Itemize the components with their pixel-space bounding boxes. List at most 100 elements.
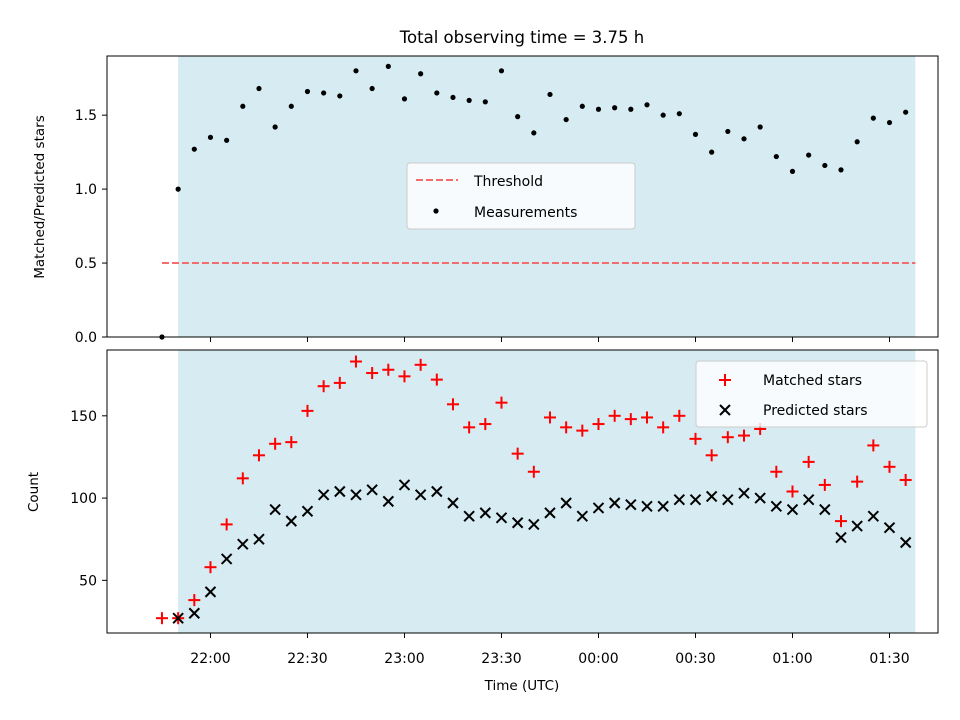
predicted-star-stroke-b (334, 485, 346, 498)
matched-star-point (737, 429, 750, 442)
matched-star-point (608, 409, 621, 422)
predicted-star-stroke-b (657, 500, 669, 513)
x-tick-label: 23:30 (481, 651, 521, 667)
predicted-star-point (188, 607, 201, 619)
predicted-star-point (592, 502, 605, 514)
predicted-star-point (447, 497, 459, 509)
predicted-star-point (317, 489, 330, 501)
predicted-star-stroke-b (592, 502, 605, 514)
measurement-point (224, 137, 230, 143)
predicted-star-stroke-b (382, 495, 395, 508)
predicted-star-stroke-b (204, 586, 217, 598)
measurement-point (741, 136, 747, 142)
predicted-star-stroke-b (172, 612, 184, 624)
predicted-star-stroke-b (398, 479, 411, 491)
measurement-point (515, 114, 521, 120)
predicted-star-point (479, 507, 492, 519)
predicted-star-point (334, 485, 346, 498)
measurement-point (207, 134, 214, 140)
count-ticks: 22:00 22:30 23:00 23:30 00:00 00:30 01:00 01:30… (70, 409, 909, 667)
matched-legend-label: Matched stars (763, 373, 862, 389)
count-plot-content (155, 350, 916, 633)
measurement-point (272, 124, 278, 130)
ratio-legend: Threshold Measurements (406, 162, 636, 230)
measurement-point (838, 167, 844, 173)
predicted-star-point (673, 494, 686, 506)
measurement-point (353, 68, 359, 74)
predicted-star-point (528, 518, 540, 531)
measurement-point (531, 130, 537, 136)
predicted-star-point (608, 497, 621, 509)
matched-star-point (382, 363, 395, 376)
predicted-star-stroke-b (301, 505, 314, 517)
measurement-point (806, 152, 812, 158)
matched-star-point (495, 396, 508, 409)
x-tick-label: 01:30 (869, 651, 909, 667)
matched-star-point (624, 413, 637, 426)
measurement-point (418, 71, 424, 77)
matched-star-point (252, 449, 265, 462)
count-axes-frame (106, 349, 939, 634)
predicted-star-point (511, 517, 524, 529)
measurement-point (434, 90, 440, 96)
matched-star-point (786, 485, 799, 498)
matched-star-point (479, 418, 492, 431)
matched-star-point (592, 418, 605, 431)
predicted-star-point (576, 510, 589, 522)
count-legend: Matched stars Predicted stars (695, 360, 928, 428)
predicted-star-stroke-b (722, 494, 734, 506)
predicted-star-point (835, 531, 847, 544)
predicted-star-stroke-b (819, 503, 831, 516)
predicted-star-stroke-b (479, 507, 492, 519)
predicted-legend-marker (719, 404, 731, 416)
predicted-star-point (382, 495, 395, 508)
matched-star-point (155, 612, 168, 625)
matched-star-point (317, 380, 330, 393)
ratio-y-tick-label: 0.0 (75, 330, 97, 346)
predicted-star-stroke-b (350, 489, 362, 501)
measurements-legend-label: Measurements (474, 205, 577, 221)
predicted-star-point (770, 500, 783, 513)
predicted-star-point (819, 503, 831, 516)
predicted-star-point (705, 490, 718, 503)
ratio-y-tick-label: 1.5 (75, 108, 97, 124)
predicted-star-point (738, 487, 750, 499)
measurement-point (466, 97, 472, 103)
ratio-y-tick-label: 1.0 (75, 182, 97, 198)
predicted-star-point (414, 489, 427, 501)
measurement-point (789, 168, 796, 174)
x-tick-label: 01:00 (772, 651, 812, 667)
predicted-star-point (204, 586, 217, 598)
predicted-star-stroke-b (463, 510, 475, 522)
predicted-star-point (625, 498, 637, 511)
matched-star-point (576, 424, 589, 437)
count-panel: 22:00 22:30 23:00 23:30 00:00 00:30 01:00 01:30… (26, 349, 939, 694)
predicted-star-stroke-b (495, 512, 508, 524)
matched-star-point (511, 447, 524, 460)
predicted-star-stroke-b (802, 494, 815, 506)
measurement-point (369, 85, 375, 92)
predicted-star-point (366, 484, 378, 496)
matched-star-point (366, 367, 379, 380)
matched-star-point (301, 404, 314, 417)
predicted-star-point (431, 485, 443, 498)
measurement-point (870, 115, 876, 121)
measurement-point (660, 112, 666, 118)
predicted-star-stroke-b (835, 531, 847, 544)
predicted-star-stroke-b (544, 507, 556, 519)
matched-star-point (689, 432, 702, 445)
measurement-point (854, 139, 860, 145)
measurement-point (256, 85, 262, 92)
measurement-point (337, 93, 343, 99)
predicted-star-stroke-b (851, 520, 863, 532)
matched-star-point (236, 472, 249, 485)
threshold-legend-label: Threshold (473, 174, 543, 190)
measurement-point (401, 96, 408, 102)
x-tick-label: 22:30 (287, 651, 327, 667)
predicted-star-point (398, 479, 411, 491)
predicted-star-point (463, 510, 475, 522)
ratio-ticks: 0.0 0.5 1.0 1.5 (75, 108, 890, 346)
predicted-star-stroke-b (269, 503, 281, 516)
measurement-point (563, 116, 569, 123)
predicted-star-stroke-b (754, 492, 766, 504)
